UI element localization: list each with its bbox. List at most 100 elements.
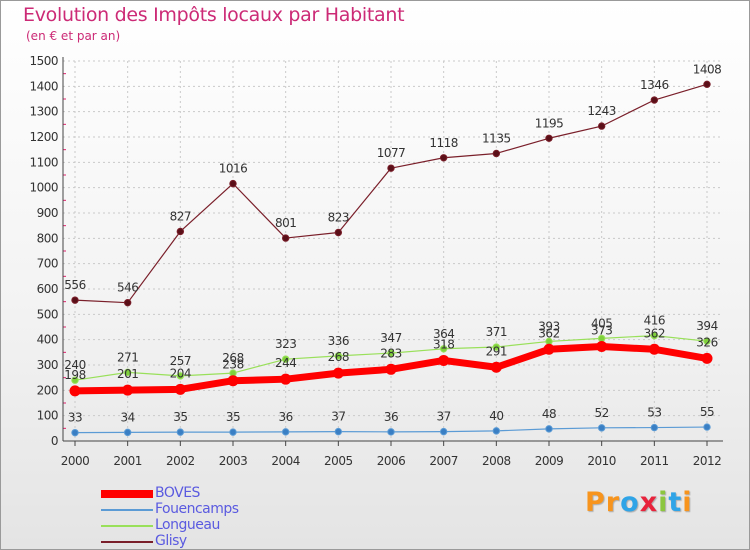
x-tick-label: 2002 [166, 454, 195, 468]
data-point-glisy [176, 227, 185, 236]
data-label-longueau: 347 [380, 331, 401, 345]
y-tick-label: 300 [37, 358, 58, 372]
data-label-boves: 362 [538, 326, 559, 340]
data-label-fouencamps: 36 [279, 410, 293, 424]
data-label-longueau: 336 [328, 334, 349, 348]
data-label-fouencamps: 33 [68, 411, 82, 425]
legend-label-boves: BOVES [155, 485, 200, 501]
data-point-fouencamps [123, 428, 132, 437]
logo-letter: o [620, 487, 640, 518]
data-point-boves [438, 354, 450, 366]
legend-label-glisy: Glisy [155, 533, 187, 549]
data-point-fouencamps [387, 428, 395, 436]
data-point-fouencamps [229, 428, 237, 436]
y-tick-label: 100 [37, 409, 58, 423]
data-point-glisy [492, 149, 501, 158]
y-tick-label: 1300 [29, 105, 58, 119]
data-label-glisy: 801 [275, 216, 296, 230]
data-label-boves: 198 [64, 368, 85, 382]
x-tick-label: 2001 [113, 454, 142, 468]
x-tick-label: 2005 [324, 454, 353, 468]
data-label-glisy: 546 [117, 281, 138, 295]
data-label-longueau: 405 [591, 316, 612, 330]
data-label-boves: 283 [380, 346, 401, 360]
y-tick-label: 0 [51, 434, 58, 448]
data-label-fouencamps: 53 [647, 406, 661, 420]
logo-letter: t [668, 487, 683, 518]
data-point-boves [543, 343, 555, 355]
y-tick-label: 900 [37, 206, 58, 220]
y-tick-label: 400 [37, 333, 58, 347]
y-tick-label: 200 [37, 383, 58, 397]
data-label-longueau: 394 [696, 319, 717, 333]
data-label-longueau: 268 [222, 351, 243, 365]
data-point-longueau [176, 372, 185, 380]
data-label-longueau: 271 [117, 350, 138, 364]
data-point-glisy [123, 298, 132, 307]
data-label-longueau: 323 [275, 337, 296, 351]
data-label-glisy: 1408 [693, 62, 722, 76]
logo-letter: i [658, 487, 669, 518]
data-point-longueau [71, 376, 79, 384]
data-label-fouencamps: 40 [489, 409, 503, 423]
data-point-longueau [387, 349, 395, 357]
data-label-glisy: 1346 [640, 78, 669, 92]
data-point-glisy [71, 296, 79, 304]
data-label-longueau: 364 [433, 327, 454, 341]
legend-label-fouencamps: Fouencamps [155, 501, 239, 517]
data-label-boves: 238 [222, 358, 243, 372]
x-tick-label: 2000 [61, 454, 90, 468]
data-point-boves [227, 375, 239, 387]
logo-letter: x [639, 487, 659, 518]
data-label-boves: 204 [170, 366, 191, 380]
x-tick-label: 2003 [219, 454, 248, 468]
x-tick-label: 2007 [429, 454, 458, 468]
data-label-glisy: 556 [64, 278, 85, 292]
data-label-boves: 318 [433, 337, 454, 351]
data-point-boves [122, 384, 134, 396]
data-point-longueau [281, 355, 290, 363]
data-point-fouencamps [492, 427, 501, 435]
data-label-boves: 268 [328, 350, 349, 364]
data-point-fouencamps [597, 424, 606, 432]
data-point-boves [332, 367, 344, 379]
data-label-glisy: 1195 [535, 116, 564, 130]
data-label-boves: 326 [696, 335, 717, 349]
legend-swatch-glisy [101, 541, 153, 543]
y-tick-label: 1100 [29, 155, 58, 169]
data-point-glisy [703, 80, 711, 89]
data-point-boves [385, 363, 397, 375]
data-point-longueau [123, 368, 132, 377]
logo-letter: P [585, 487, 606, 518]
data-point-longueau [703, 337, 711, 345]
chart-subtitle: (en € et par an) [26, 29, 121, 43]
data-label-glisy: 1016 [219, 162, 248, 176]
x-tick-label: 2004 [271, 454, 300, 468]
data-label-glisy: 1118 [429, 136, 458, 150]
data-label-boves: 244 [275, 356, 296, 370]
y-tick-label: 1400 [29, 79, 58, 93]
data-point-fouencamps [176, 428, 185, 436]
x-tick-label: 2008 [482, 454, 511, 468]
x-tick-label: 2009 [535, 454, 564, 468]
legend-swatch-fouencamps [101, 509, 153, 511]
data-label-fouencamps: 48 [542, 407, 556, 421]
legend-label-longueau: Longueau [155, 517, 220, 533]
legend-swatch-boves [101, 490, 153, 498]
y-tick-label: 1500 [29, 54, 58, 68]
x-tick-label: 2006 [377, 454, 406, 468]
data-label-glisy: 823 [328, 211, 349, 225]
y-tick-label: 700 [37, 257, 58, 271]
data-label-fouencamps: 55 [700, 405, 714, 419]
data-point-fouencamps [650, 423, 659, 432]
data-label-glisy: 1077 [377, 146, 406, 160]
data-point-glisy [281, 234, 290, 242]
data-point-glisy [439, 154, 448, 162]
data-point-boves [69, 385, 81, 397]
data-point-boves [648, 343, 660, 355]
proxiti-logo: Proxiti [585, 487, 693, 518]
data-point-glisy [387, 164, 395, 172]
logo-letter: r [605, 487, 621, 518]
